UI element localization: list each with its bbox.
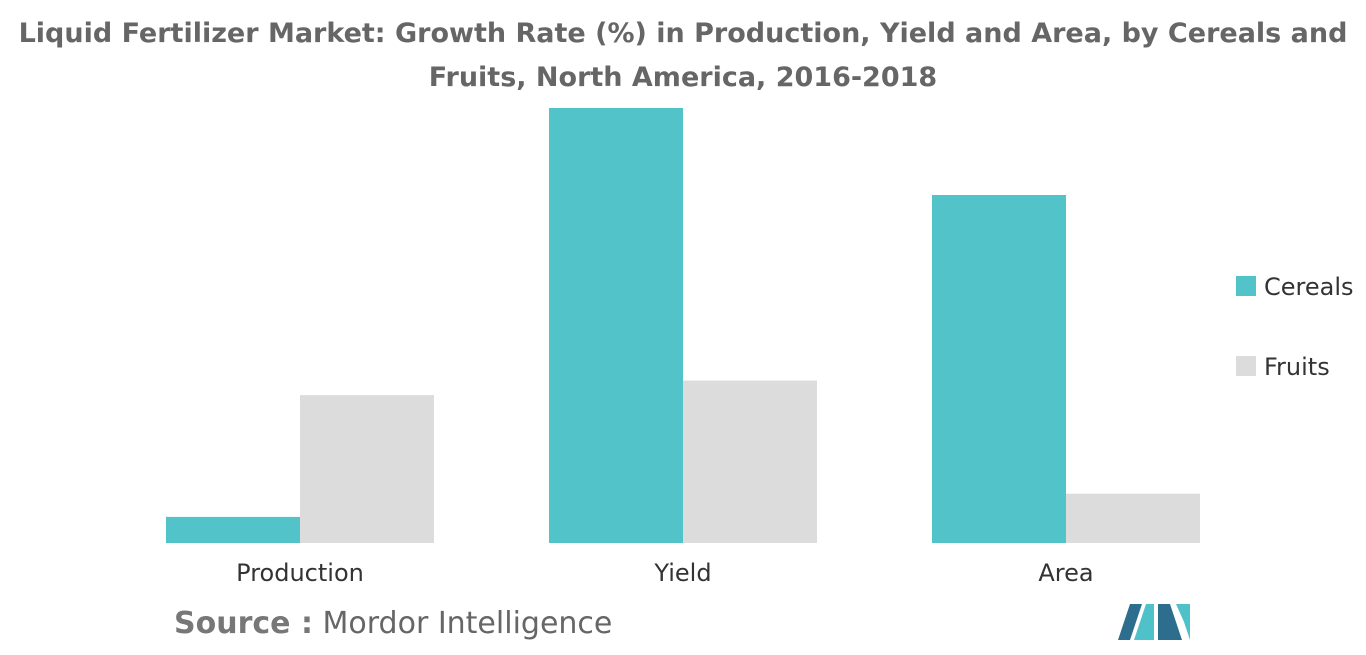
- source-note: Source : Mordor Intelligence: [174, 606, 612, 641]
- bar-cereals-area: [932, 195, 1066, 543]
- legend-label-fruits: Fruits: [1264, 353, 1330, 381]
- logo-stroke-3: [1158, 604, 1182, 640]
- mordor-intelligence-logo-icon: [1118, 604, 1190, 640]
- bar-cereals-production: [166, 516, 300, 543]
- legend-label-cereals: Cereals: [1264, 273, 1354, 301]
- legend-swatch-cereals: [1236, 276, 1256, 296]
- x-tick-label-production: Production: [236, 559, 364, 587]
- bar-fruits-area: [1066, 493, 1200, 543]
- chart-title-line-2: Fruits, North America, 2016-2018: [428, 62, 938, 93]
- bar-cereals-yield: [549, 108, 683, 543]
- bar-fruits-production: [300, 395, 434, 543]
- chart-title: Liquid Fertilizer Market: Growth Rate (%…: [0, 12, 1366, 100]
- chart-title-line-1: Liquid Fertilizer Market: Growth Rate (%…: [18, 18, 1348, 49]
- x-tick-label-area: Area: [1038, 559, 1093, 587]
- source-label: Source :: [174, 606, 313, 641]
- bar-fruits-yield: [683, 380, 817, 543]
- logo-stroke-1: [1118, 604, 1142, 640]
- logo-stroke-4: [1176, 604, 1190, 640]
- bar-chart: Production Yield Area Cereals Fruits: [166, 108, 1354, 587]
- x-tick-label-yield: Yield: [653, 559, 711, 587]
- legend-swatch-fruits: [1236, 356, 1256, 376]
- logo-stroke-2: [1134, 604, 1154, 640]
- source-text: Mordor Intelligence: [322, 606, 613, 641]
